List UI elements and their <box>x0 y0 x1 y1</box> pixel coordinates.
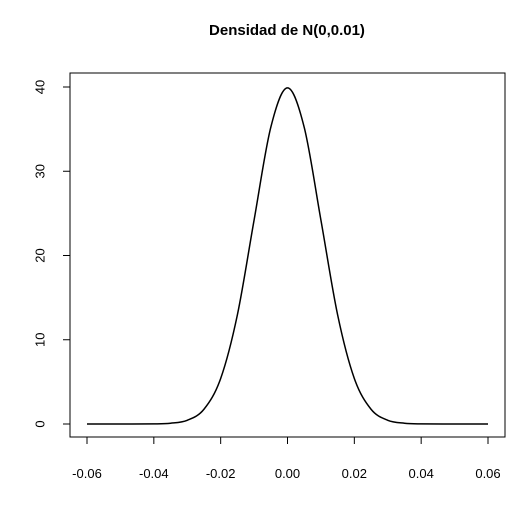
x-tick-label: 0.02 <box>342 466 367 481</box>
x-tick-label: -0.04 <box>139 466 169 481</box>
y-tick-label: 10 <box>33 333 48 347</box>
plot-frame <box>69 72 506 438</box>
x-axis: -0.06 -0.04 -0.02 0.00 0.02 0.04 0.06 <box>72 436 501 481</box>
x-tick-label: -0.06 <box>72 466 102 481</box>
x-tick-label: -0.02 <box>206 466 236 481</box>
y-tick-label: 0 <box>33 420 48 427</box>
density-curve <box>86 87 489 425</box>
y-tick-label: 30 <box>33 164 48 178</box>
y-tick-label: 40 <box>33 80 48 94</box>
x-tick-label: 0.00 <box>275 466 300 481</box>
x-tick-label: 0.04 <box>409 466 434 481</box>
chart-title: Densidad de N(0,0.01) <box>209 22 365 39</box>
y-axis: 0 10 20 30 40 <box>33 80 71 428</box>
x-tick-label: 0.06 <box>475 466 500 481</box>
y-tick-label: 20 <box>33 248 48 262</box>
